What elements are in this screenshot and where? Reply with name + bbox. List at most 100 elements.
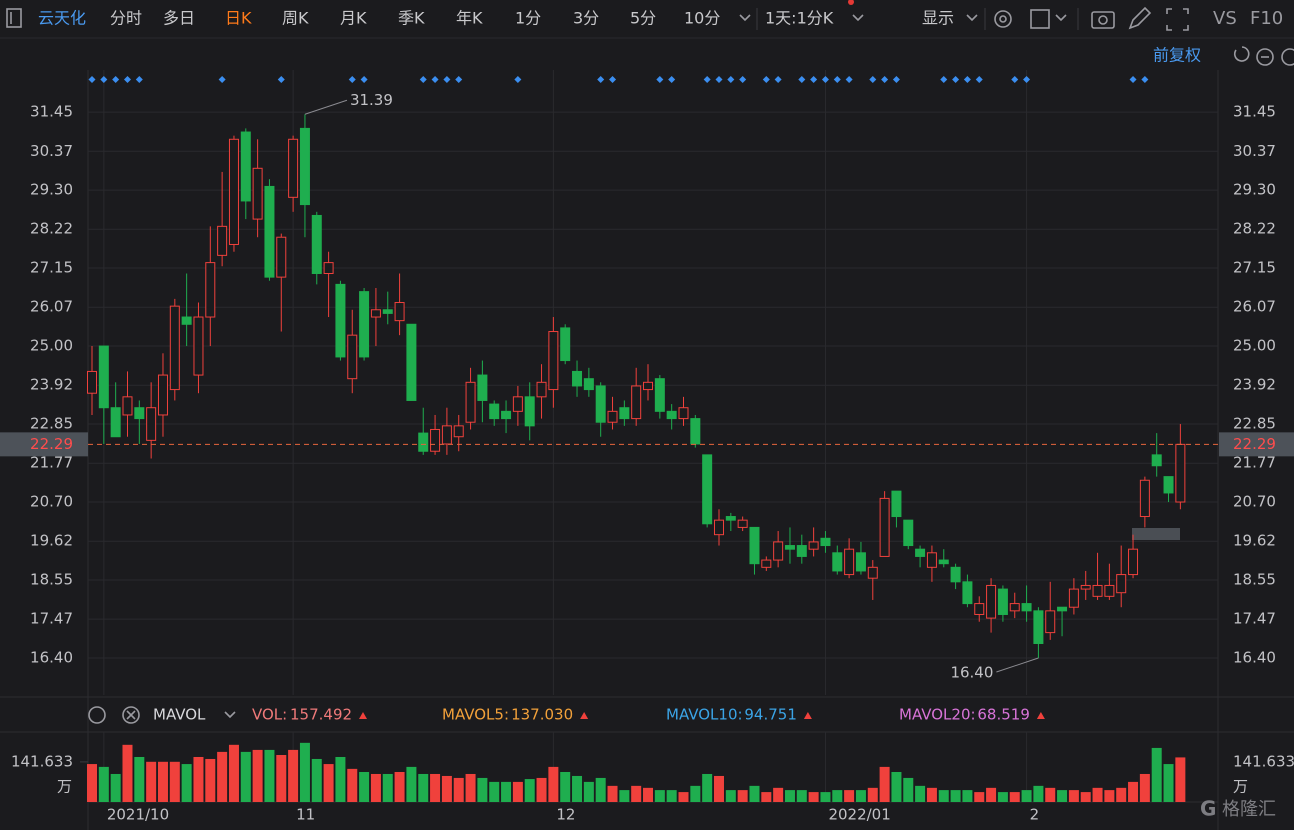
y-tick-label: 30.37 [1233,142,1276,160]
event-marker[interactable] [739,76,747,83]
candle-body [370,309,381,318]
candle-body [867,566,878,579]
event-marker[interactable] [277,76,285,83]
zoom-out-icon[interactable] [1256,48,1274,66]
indicator-close[interactable] [122,706,140,724]
volume-bar [903,777,914,802]
event-marker[interactable] [360,76,368,83]
candle-body [938,559,949,565]
menu-icon[interactable] [6,8,22,28]
period-tab[interactable]: 5分 [630,9,656,28]
settings-icon-core [999,15,1007,23]
more-periods-chevron[interactable] [739,14,751,22]
event-marker[interactable] [455,76,463,83]
event-marker[interactable] [869,76,877,83]
volume-bar [607,785,618,802]
annotation-leader [996,657,1039,673]
volume-bar [713,775,724,802]
candle-body [205,262,216,318]
event-marker[interactable] [431,76,439,83]
event-marker[interactable] [821,76,829,83]
period-tab[interactable]: 周K [282,9,309,28]
volume-bar [938,790,949,802]
indicator-chevron[interactable] [224,711,236,719]
event-marker[interactable] [135,76,143,83]
event-marker[interactable] [762,76,770,83]
period-tab[interactable]: 10分 [684,9,720,28]
event-marker[interactable] [1141,76,1149,83]
event-marker[interactable] [798,76,806,83]
period-tab[interactable]: 分时 [110,9,142,28]
event-marker[interactable] [514,76,522,83]
draw-icon[interactable] [1128,6,1152,30]
reset-icon[interactable] [1233,46,1250,62]
event-marker[interactable] [810,76,818,83]
candle-body [110,407,121,438]
event-marker[interactable] [88,76,96,83]
event-marker[interactable] [668,76,676,83]
overlay-icon[interactable] [1030,9,1050,29]
volume-bar [879,766,890,802]
event-marker[interactable] [940,76,948,83]
event-marker[interactable] [774,76,782,83]
event-marker[interactable] [443,76,451,83]
display-chevron[interactable] [966,14,978,22]
period-tab[interactable]: 月K [340,9,367,28]
period-tab[interactable]: 日K [225,9,252,28]
zoom-in-icon[interactable] [1281,48,1294,66]
event-marker[interactable] [715,76,723,83]
last-price-box [1219,432,1294,457]
volume-value: 157.492 [290,706,352,724]
volume-bar [1021,790,1032,802]
event-marker[interactable] [1023,76,1031,83]
event-marker[interactable] [1129,76,1137,83]
volume-bar [217,751,228,802]
x-tick-label: 11 [296,806,315,824]
event-marker[interactable] [419,76,427,83]
display-menu[interactable]: 显示 [922,9,954,28]
event-marker[interactable] [703,76,711,83]
event-marker[interactable] [963,76,971,83]
period-tab[interactable]: 1分 [515,9,541,28]
event-marker[interactable] [845,76,853,83]
event-marker[interactable] [727,76,735,83]
fullscreen-icon[interactable] [1166,8,1189,31]
period-chevron[interactable] [852,14,864,22]
event-marker[interactable] [218,76,226,83]
f10-button[interactable]: F10 [1250,8,1283,29]
indicator-name[interactable]: MAVOL [153,706,206,724]
period-tab[interactable]: 季K [398,9,425,28]
candle-body [1116,574,1127,594]
event-marker[interactable] [100,76,108,83]
period-tab[interactable]: 多日 [163,9,195,28]
adjust-mode[interactable]: 前复权 [1153,46,1201,65]
indicator-settings[interactable] [88,706,106,724]
period-tab[interactable]: 3分 [573,9,599,28]
event-marker[interactable] [112,76,120,83]
y-tick-label: 21.77 [30,454,73,472]
event-marker[interactable] [892,76,900,83]
settings-icon[interactable] [994,10,1012,28]
event-marker[interactable] [975,76,983,83]
candle-body [169,305,180,391]
volume-bar [110,773,121,802]
period-tab[interactable]: 年K [456,9,483,28]
camera-icon[interactable] [1091,11,1115,29]
event-marker[interactable] [833,76,841,83]
overlay-chevron[interactable] [1055,14,1067,22]
event-marker[interactable] [881,76,889,83]
y-tick-label: 29.30 [1233,181,1276,199]
event-marker[interactable] [123,76,131,83]
last-price-label: 22.29 [30,435,73,453]
cost-box [1132,528,1180,540]
period-select[interactable]: 1天:1分K [765,9,834,28]
event-marker[interactable] [656,76,664,83]
event-marker[interactable] [609,76,617,83]
stock-name[interactable]: 云天化 [38,9,86,28]
event-marker[interactable] [1011,76,1019,83]
vs-button[interactable]: VS [1213,8,1237,29]
event-marker[interactable] [348,76,356,83]
volume-bar [891,771,902,802]
event-marker[interactable] [952,76,960,83]
event-marker[interactable] [597,76,605,83]
